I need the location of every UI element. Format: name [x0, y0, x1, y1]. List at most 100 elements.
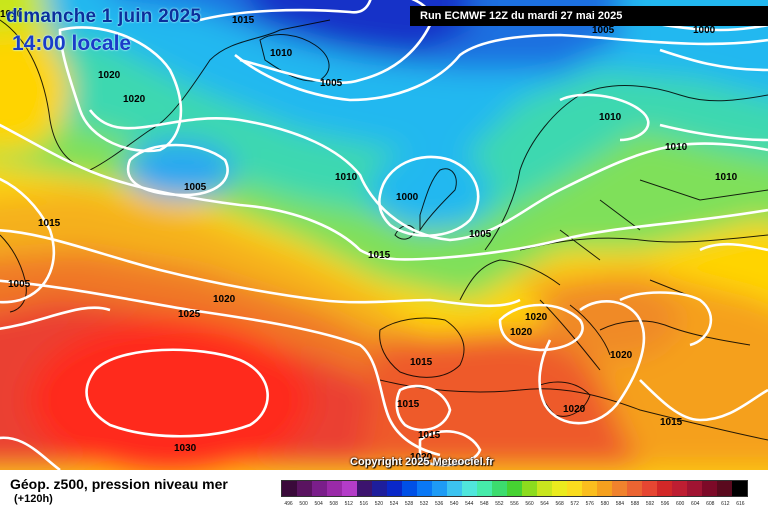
isobar-label: 1020: [525, 312, 548, 323]
legend-tick: 516: [359, 501, 369, 507]
legend-tick: 544: [465, 501, 474, 507]
isobar-label: 1020: [410, 452, 433, 463]
legend-swatch: [327, 481, 342, 496]
legend-tick: 540: [450, 501, 459, 507]
isobar-label: 1005: [8, 279, 31, 290]
legend-swatch: [732, 481, 747, 496]
legend-tick: 604: [691, 501, 700, 507]
weather-map: 1015 1010 1010 1005 1020 1020 1005 1010 …: [0, 0, 768, 470]
isobar-label: 1020: [98, 70, 121, 81]
legend-swatch: [417, 481, 432, 496]
legend-tick: 608: [706, 501, 715, 507]
legend-tick: 548: [480, 501, 489, 507]
legend-swatch: [372, 481, 387, 496]
legend-swatch: [402, 481, 417, 496]
isobar-label: 1005: [469, 229, 492, 240]
isobar-label: 1010: [715, 172, 738, 183]
legend-tick: 596: [660, 501, 670, 507]
legend-swatch: [537, 481, 552, 496]
map-caption: Géop. z500, pression niveau mer: [10, 476, 228, 492]
legend-swatch: [492, 481, 507, 496]
isobar-label: 1005: [320, 78, 343, 89]
copyright-text: Copyright 2025 Meteociel.fr: [350, 456, 494, 468]
legend-tick: 504: [314, 501, 323, 507]
legend-swatch: [582, 481, 597, 496]
legend-swatch: [297, 481, 312, 496]
isobar-label: 1015: [368, 250, 391, 261]
legend-swatch: [507, 481, 522, 496]
legend-tick: 536: [434, 501, 444, 507]
isobar-label: 1020: [610, 350, 633, 361]
legend-tick: 508: [329, 501, 338, 507]
map-svg: 1015 1010 1010 1005 1020 1020 1005 1010 …: [0, 0, 768, 470]
legend-tick: 564: [540, 501, 549, 507]
legend-swatch: [672, 481, 687, 496]
legend-tick: 580: [600, 501, 610, 507]
legend-tick: 568: [555, 501, 564, 507]
legend-tick: 500: [299, 501, 308, 507]
forecast-date: dimanche 1 juin 2025: [6, 6, 202, 27]
legend-tick: 592: [645, 501, 655, 507]
isobar-label: 1020: [213, 294, 236, 305]
legend-tick: 584: [615, 501, 625, 507]
legend-tick: 528: [404, 501, 414, 507]
legend-swatch: [522, 481, 537, 496]
legend-swatch: [282, 481, 297, 496]
isobar-label: 1015: [410, 357, 433, 368]
isobar-label: 1005: [592, 25, 615, 36]
lead-time: (+120h): [14, 493, 53, 505]
isobar-label: 1010: [335, 172, 358, 183]
isobar-label: 1015: [418, 430, 441, 441]
legend-tick: 552: [495, 501, 504, 507]
legend-tick: 496: [284, 501, 293, 507]
legend-swatch: [717, 481, 732, 496]
legend-swatch: [342, 481, 357, 496]
isobar-label: 1030: [174, 443, 197, 454]
legend-swatch: [387, 481, 402, 496]
legend-tick: 588: [630, 501, 640, 507]
legend-swatch: [462, 481, 477, 496]
legend-swatch: [627, 481, 642, 496]
legend-labels: 496 500 504 508 512 516 520 524 528 532 536 540 544 5…: [281, 501, 748, 507]
legend-swatch: [567, 481, 582, 496]
legend-swatch: [447, 481, 462, 496]
legend-swatch: [657, 481, 672, 496]
isobar-label: 1015: [660, 417, 683, 428]
legend-swatch: [642, 481, 657, 496]
legend-tick: 616: [736, 501, 745, 507]
color-legend: [281, 480, 748, 497]
legend-tick: 524: [389, 501, 399, 507]
isobar-label: 1015: [397, 399, 420, 410]
isobar-label: 1015: [232, 15, 255, 26]
isobar-label: 1010: [0, 9, 23, 20]
isobar-label: 1020: [123, 94, 146, 105]
legend-swatch: [552, 481, 567, 496]
run-banner: Run ECMWF 12Z du mardi 27 mai 2025: [410, 6, 768, 26]
legend-swatch: [612, 481, 627, 496]
isobar-label: 1020: [510, 327, 533, 338]
legend-tick: 612: [721, 501, 730, 507]
legend-tick: 532: [419, 501, 429, 507]
legend-tick: 560: [525, 501, 534, 507]
isobar-labels: 1015 1010 1010 1005 1020 1020 1005 1010 …: [0, 9, 738, 463]
isobar-label: 1015: [38, 218, 61, 229]
isobars: [0, 0, 768, 470]
legend-swatch: [477, 481, 492, 496]
isobar-label: 1000: [693, 25, 716, 36]
isobar-label: 1010: [665, 142, 688, 153]
legend-swatch: [597, 481, 612, 496]
isobar-label: 1025: [178, 309, 201, 320]
legend-tick: 556: [510, 501, 519, 507]
legend-swatch: [312, 481, 327, 496]
legend-tick: 512: [344, 501, 353, 507]
legend-tick: 576: [585, 501, 594, 507]
isobar-label: 1005: [184, 182, 207, 193]
isobar-label: 1020: [563, 404, 586, 415]
isobar-label: 1000: [396, 192, 419, 203]
isobar-label: 1010: [270, 48, 293, 59]
isobar-label: 1010: [599, 112, 622, 123]
legend-swatch: [702, 481, 717, 496]
legend-tick: 520: [374, 501, 384, 507]
legend-tick: 600: [675, 501, 685, 507]
legend-swatch: [432, 481, 447, 496]
